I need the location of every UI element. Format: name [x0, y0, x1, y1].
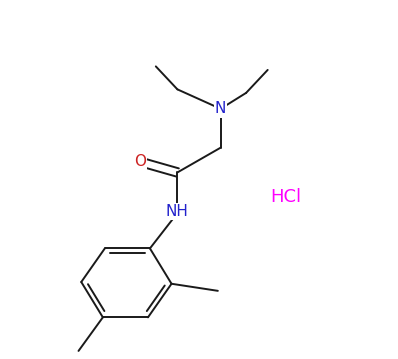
Text: NH: NH: [166, 204, 189, 219]
Text: N: N: [215, 101, 226, 116]
Text: O: O: [134, 154, 146, 169]
Text: HCl: HCl: [270, 188, 301, 206]
